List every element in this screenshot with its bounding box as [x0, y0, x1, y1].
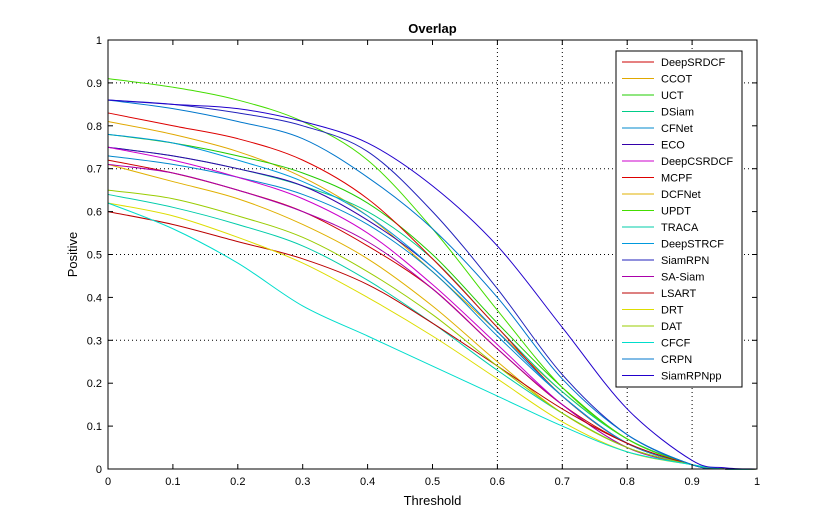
- legend-entry: CRPN: [661, 354, 692, 366]
- x-tick-label: 0.6: [490, 476, 505, 488]
- y-tick-label: 1: [96, 35, 102, 47]
- legend-entry: CCOT: [661, 74, 692, 86]
- y-tick-label: 0: [96, 464, 102, 476]
- legend-entry: DeepSRDCF: [661, 57, 725, 69]
- legend-entry: DSiam: [661, 107, 694, 119]
- y-tick-label: 0.5: [87, 250, 102, 262]
- legend-entry: CFCF: [661, 338, 691, 350]
- legend-entry: LSART: [661, 288, 697, 300]
- x-tick-label: 0.4: [360, 476, 375, 488]
- legend-entry: MCPF: [661, 173, 692, 185]
- y-axis: 0 0.1 0.2 0.3 0.4 0.5 0.6 0.7 0.8 0.9 1: [87, 35, 757, 476]
- y-tick-label: 0.3: [87, 335, 102, 347]
- legend-entry: TRACA: [661, 222, 699, 234]
- y-tick-label: 0.1: [87, 421, 102, 433]
- legend-box: [615, 50, 743, 388]
- x-tick-label: 0: [105, 476, 111, 488]
- x-tick-label: 0.8: [620, 476, 635, 488]
- y-tick-label: 0.8: [87, 121, 102, 133]
- legend-entry: DeepCSRDCF: [661, 156, 733, 168]
- legend-entry: DRT: [661, 305, 684, 317]
- legend-entry: CFNet: [661, 123, 693, 135]
- x-tick-label: 0.5: [425, 476, 440, 488]
- y-tick-label: 0.7: [87, 164, 102, 176]
- legend: DeepSRDCF CCOT UCT DSiam CFNet ECO DeepCSRDCF M…: [615, 50, 743, 388]
- legend-entry: ECO: [661, 140, 685, 152]
- legend-entry: UPDT: [661, 206, 691, 218]
- legend-entry: DeepSTRCF: [661, 239, 724, 251]
- x-tick-label: 0.2: [230, 476, 245, 488]
- x-tick-label: 0.9: [684, 476, 699, 488]
- legend-entry: DAT: [661, 321, 682, 333]
- legend-entry: UCT: [661, 90, 684, 102]
- legend-entry: SA-Siam: [661, 272, 704, 284]
- x-tick-label: 0.3: [295, 476, 310, 488]
- x-tick-label: 0.7: [555, 476, 570, 488]
- legend-entry: DCFNet: [661, 189, 701, 201]
- y-tick-label: 0.6: [87, 207, 102, 219]
- legend-entry: SiamRPN: [661, 255, 709, 267]
- x-axis-label: Threshold: [404, 493, 462, 508]
- x-tick-label: 0.1: [165, 476, 180, 488]
- legend-entry: SiamRPNpp: [661, 371, 722, 383]
- chart-title: Overlap: [408, 21, 456, 36]
- x-axis: 0 0.1 0.2 0.3 0.4 0.5 0.6 0.7 0.8 0.9 1: [105, 40, 760, 488]
- series-line-siamrpnpp: [107, 99, 758, 470]
- x-tick-label: 1: [754, 476, 760, 488]
- y-tick-label: 0.9: [87, 78, 102, 90]
- y-axis-label: Positive: [65, 232, 80, 278]
- y-tick-label: 0.2: [87, 378, 102, 390]
- y-tick-label: 0.4: [87, 292, 102, 304]
